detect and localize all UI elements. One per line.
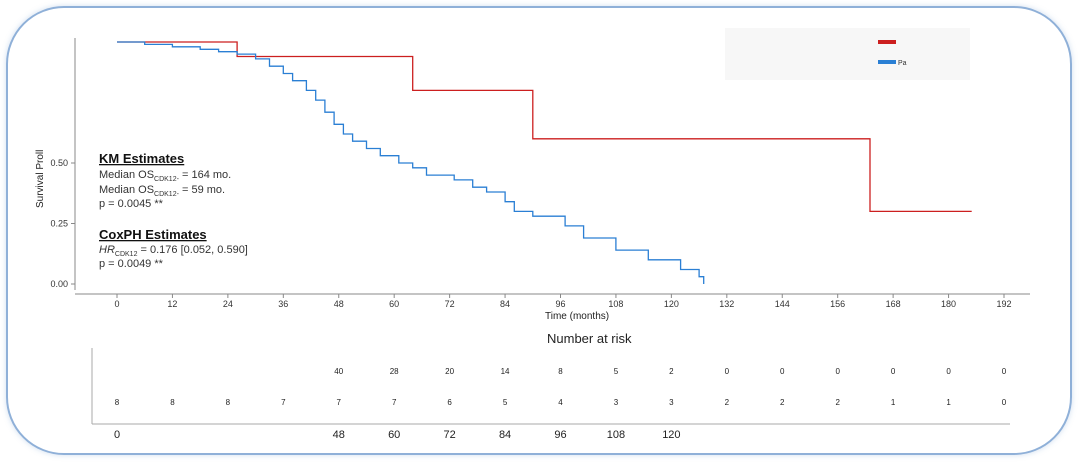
risk-cell-row2: 8 (226, 398, 231, 407)
risk-cell-row1: 8 (558, 367, 563, 376)
risk-cell-row2: 8 (170, 398, 175, 407)
cox-title: CoxPH Estimates (99, 227, 207, 242)
risk-cell-row1: 0 (780, 367, 785, 376)
x-tick-label: 156 (830, 299, 845, 309)
risk-cell-row2: 2 (725, 398, 730, 407)
risk-cell-row2: 0 (1002, 398, 1007, 407)
risk-cell-row2: 7 (337, 398, 342, 407)
x-tick-label: 120 (664, 299, 679, 309)
x-tick-label: 12 (167, 299, 177, 309)
km-median-2: Median OSCDK12- = 59 mo. (99, 184, 225, 198)
risk-cell-row1: 0 (946, 367, 951, 376)
risk-cell-row1: 0 (891, 367, 896, 376)
risk-cell-row3: 96 (554, 429, 566, 441)
x-tick-label: 180 (941, 299, 956, 309)
risk-cell-row1: 28 (390, 367, 399, 376)
x-tick-label: 84 (500, 299, 510, 309)
legend-background (725, 28, 970, 80)
x-tick-label: 72 (445, 299, 455, 309)
cox-p-value: p = 0.0049 ** (99, 258, 164, 270)
x-ticks: 0 12 24 36 48 60 72 84 96 108 120 132 144 156 168 180 19… (114, 294, 1012, 309)
risk-cell-row2: 5 (503, 398, 508, 407)
risk-cell-row2: 8 (115, 398, 120, 407)
cox-annotation: CoxPH Estimates HRCDK12 = 0.176 [0.052, … (99, 227, 248, 270)
risk-cell-row3: 48 (333, 429, 345, 441)
km-median-1: Median OSCDK12- = 164 mo. (99, 169, 231, 183)
survival-lines (117, 41, 972, 284)
risk-cell-row2: 2 (780, 398, 785, 407)
km-annotation: KM Estimates Median OSCDK12- = 164 mo. M… (99, 151, 231, 210)
series-line-blue (117, 41, 705, 284)
cox-hr: HRCDK12 = 0.176 [0.052, 0.590] (99, 244, 248, 258)
x-tick-label: 48 (334, 299, 344, 309)
risk-cell-row1: 14 (501, 367, 510, 376)
y-ticks: 0.00 0.25 0.50 (50, 158, 75, 289)
risk-cell-row3: 120 (662, 429, 680, 441)
x-tick-label: 168 (886, 299, 901, 309)
y-axis-label: Survival Proll (35, 150, 46, 208)
risk-cell-row2: 3 (669, 398, 674, 407)
x-tick-label: 192 (996, 299, 1011, 309)
x-tick-label: 36 (278, 299, 288, 309)
y-tick-label: 0.00 (50, 279, 68, 289)
x-tick-label: 108 (608, 299, 623, 309)
risk-cell-row2: 2 (835, 398, 840, 407)
risk-cell-row2: 1 (891, 398, 896, 407)
risk-cell-row2: 4 (558, 398, 563, 407)
rounded-frame (6, 6, 1072, 455)
x-axis-label: Time (months) (545, 311, 609, 322)
risk-cell-row2: 6 (447, 398, 452, 407)
km-title: KM Estimates (99, 151, 184, 166)
x-tick-label: 0 (114, 299, 119, 309)
x-tick-label: 132 (719, 299, 734, 309)
risk-cell-row3: 108 (607, 429, 625, 441)
series-line-red (117, 41, 972, 213)
risk-cell-row1: 40 (334, 367, 343, 376)
legend: Pa (725, 28, 970, 80)
x-tick-label: 144 (775, 299, 790, 309)
risk-table-title: Number at risk (547, 331, 632, 346)
y-tick-label: 0.25 (50, 219, 68, 229)
risk-cell-row1: 0 (725, 367, 730, 376)
x-tick-label: 60 (389, 299, 399, 309)
y-tick-label: 0.50 (50, 158, 68, 168)
risk-cell-row1: 0 (1002, 367, 1007, 376)
legend-label-blue: Pa (898, 60, 907, 67)
risk-cell-row3: 60 (388, 429, 400, 441)
risk-table: 40 28 20 14 8 5 2 0 0 0 0 0 08 8 8 7 7 7 6 5 4 3 3 2 2 2 1 1 00 48 60 7… (114, 367, 1007, 441)
risk-cell-row2: 7 (392, 398, 397, 407)
risk-cell-row1: 0 (835, 367, 840, 376)
x-tick-label: 96 (555, 299, 565, 309)
risk-cell-row2: 1 (946, 398, 951, 407)
risk-cell-row2: 7 (281, 398, 286, 407)
risk-cell-row1: 5 (614, 367, 619, 376)
risk-cell-row3: 0 (114, 429, 120, 441)
risk-cell-row3: 72 (444, 429, 456, 441)
risk-cell-row1: 2 (669, 367, 674, 376)
risk-cell-row3: 84 (499, 429, 511, 441)
km-p-value: p = 0.0045 ** (99, 198, 164, 210)
risk-cell-row1: 20 (445, 367, 454, 376)
risk-cell-row2: 3 (614, 398, 619, 407)
x-tick-label: 24 (223, 299, 233, 309)
